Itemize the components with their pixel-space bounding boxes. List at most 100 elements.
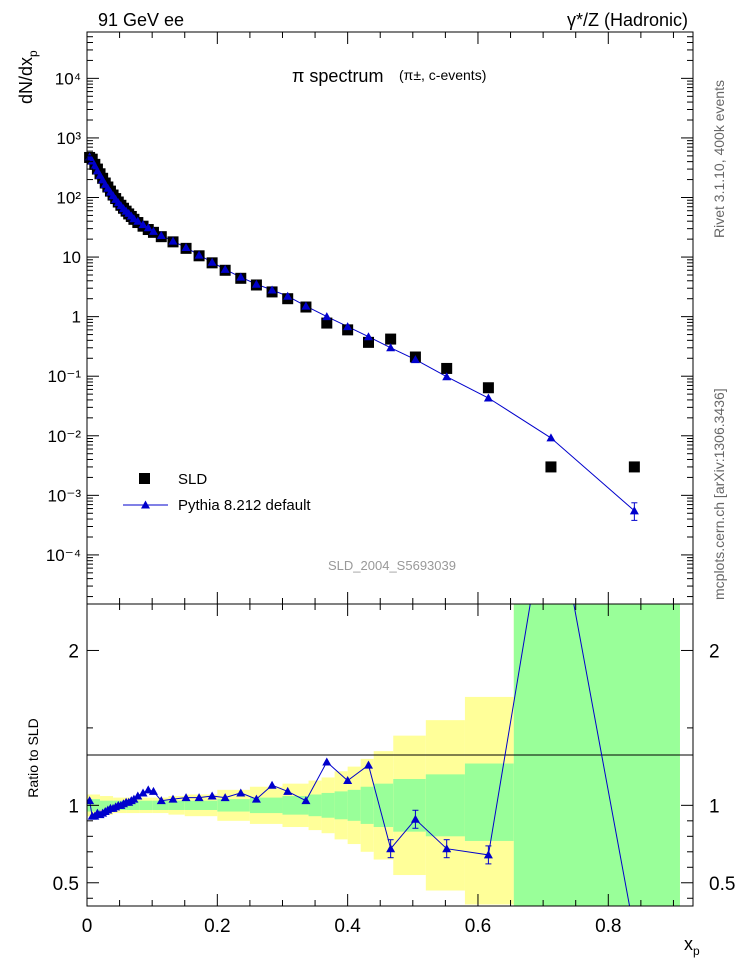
- header-left: 91 GeV ee: [98, 10, 184, 30]
- mc-point: [181, 242, 191, 251]
- legend: SLD Pythia 8.212 default: [123, 471, 311, 514]
- main-title-suffix: (π±, c-events): [399, 67, 486, 83]
- ratio-band-inner: [347, 789, 361, 821]
- mc-point: [156, 231, 166, 240]
- mc-point: [194, 250, 204, 259]
- sld-point: [385, 333, 397, 345]
- ratio-point: [194, 793, 204, 802]
- ratio-ticks: 0.5 0.5 1 1 2 2 0 0.2 0.4 0.6 0.8: [53, 604, 735, 937]
- svg-text:dN/dxp: dN/dxp: [16, 50, 40, 104]
- sld-point: [628, 461, 640, 473]
- main-ylabel: dN/dxp: [16, 50, 40, 104]
- mc-point: [386, 343, 396, 352]
- ratio-band-inner: [373, 783, 394, 828]
- sld-point: [545, 461, 557, 473]
- ratio-band-inner: [100, 800, 114, 810]
- mc-point: [148, 226, 158, 235]
- ratio-xtick-label: 0.2: [204, 916, 230, 937]
- mc-point: [322, 312, 332, 321]
- mc-point: [483, 393, 493, 402]
- main-ticks: 10⁴ 10³ 10² 10 1 10⁻¹ 10⁻² 10⁻³ 10⁻⁴: [46, 31, 693, 604]
- ratio-frame: [86, 603, 694, 907]
- mc-point: [267, 285, 277, 294]
- analysis-watermark: SLD_2004_S5693039: [328, 558, 456, 573]
- mc-point: [343, 322, 353, 331]
- ratio-marks: [87, 604, 631, 906]
- ratio-band-inner: [321, 792, 335, 818]
- ratio-ytick-label: 1: [68, 796, 79, 817]
- ratio-point: [181, 793, 191, 802]
- ratio-point: [143, 785, 153, 794]
- legend-sld-marker: [139, 473, 150, 484]
- mc-point: [442, 372, 452, 381]
- mc-point: [168, 236, 178, 245]
- ratio-point: [138, 788, 148, 797]
- ratio-point: [251, 794, 261, 803]
- ratio-band-inner: [308, 794, 322, 817]
- mc-point: [220, 264, 230, 273]
- ratio-xlabel-sub: p: [693, 944, 700, 958]
- main-ylabel-text: dN/dx: [16, 57, 36, 104]
- ratio-point: [168, 794, 178, 803]
- mc-point: [143, 223, 153, 232]
- mc-point: [363, 332, 373, 341]
- rivet-label: Rivet 3.1.10, 400k events: [711, 80, 727, 238]
- ratio-point: [343, 776, 353, 785]
- ratio-point: [283, 786, 293, 795]
- main-frame: [86, 31, 694, 605]
- ratio-band-inner: [334, 791, 348, 820]
- mc-point: [546, 433, 556, 442]
- mc-point: [133, 216, 143, 225]
- mc-point: [283, 291, 293, 300]
- mc-point: [629, 506, 639, 515]
- mcplots-label: mcplots.cern.ch [arXiv:1306.3436]: [711, 388, 727, 600]
- ratio-ytick-label: 0.5: [53, 874, 79, 895]
- ratio-ylabel: Ratio to SLD: [25, 718, 41, 797]
- main-ytick-label: 10⁴: [55, 69, 81, 88]
- ratio-xtick-label: 0.8: [595, 916, 621, 937]
- ratio-xtick-label: 0.6: [465, 916, 491, 937]
- ratio-point: [207, 791, 217, 800]
- main-marks: [84, 151, 640, 521]
- main-ytick-label: 10²: [56, 188, 81, 207]
- main-ytick-label: 10⁻²: [47, 427, 81, 446]
- main-ytick-label: 10³: [56, 129, 81, 148]
- ratio-point: [236, 788, 246, 797]
- main-title: π spectrum: [292, 66, 383, 86]
- mc-point: [207, 257, 217, 266]
- main-ytick-label: 1: [72, 308, 81, 327]
- mc-line: [89, 156, 635, 512]
- ratio-point: [322, 757, 332, 766]
- ratio-point: [386, 844, 396, 853]
- ratio-ytick-label: 2: [68, 641, 79, 662]
- ratio-band-inner: [184, 800, 218, 810]
- main-ytick-label: 10⁻¹: [47, 367, 81, 386]
- ratio-xtick-label: 0: [82, 916, 93, 937]
- ratio-xlabel: xp: [684, 934, 700, 958]
- ratio-ytick-label-right: 1: [709, 796, 720, 817]
- main-ytick-label: 10⁻³: [47, 486, 81, 505]
- ratio-xtick-label: 0.4: [334, 916, 361, 937]
- header-right: γ*/Z (Hadronic): [567, 10, 688, 30]
- ratio-band-inner: [464, 763, 514, 841]
- ratio-band-inner: [360, 786, 374, 824]
- ratio-panel: 0.5 0.5 1 1 2 2 0 0.2 0.4 0.6 0.8 Ratio to SLD xp: [25, 603, 735, 958]
- mc-point: [410, 355, 420, 364]
- ratio-point: [301, 796, 311, 805]
- ratio-band-inner: [393, 779, 426, 832]
- ratio-point: [133, 791, 143, 800]
- ratio-ytick-label-right: 0.5: [709, 874, 735, 895]
- ratio-band-inner: [217, 799, 250, 812]
- main-ytick-label: 10⁻⁴: [46, 546, 81, 565]
- ratio-point: [483, 850, 493, 859]
- legend-mc-marker: [141, 500, 150, 509]
- sld-point: [321, 317, 333, 329]
- ratio-band-inner: [139, 800, 153, 810]
- legend-mc-label: Pythia 8.212 default: [178, 497, 311, 514]
- ratio-band-inner: [282, 796, 309, 815]
- mc-point: [301, 301, 311, 310]
- ratio-point: [267, 780, 277, 789]
- main-ytick-label: 10: [62, 248, 81, 267]
